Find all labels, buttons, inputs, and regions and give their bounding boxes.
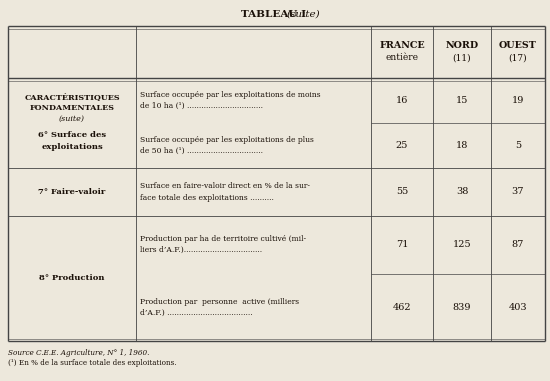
Text: Surface occupée par les exploitations de plus: Surface occupée par les exploitations de… [140, 136, 314, 144]
Text: 16: 16 [396, 96, 408, 105]
Text: 55: 55 [396, 187, 408, 197]
Text: Production par ha de territoire cultivé (mil-: Production par ha de territoire cultivé … [140, 235, 306, 243]
Text: entière: entière [386, 53, 419, 62]
Text: 38: 38 [456, 187, 468, 197]
Text: liers d’A.F.).................................: liers d’A.F.)...........................… [140, 246, 262, 254]
Text: (¹) En % de la surface totale des exploitations.: (¹) En % de la surface totale des exploi… [8, 359, 177, 367]
Text: TABLEAU I: TABLEAU I [241, 10, 309, 19]
Text: (suite): (suite) [59, 115, 85, 123]
Text: 37: 37 [512, 187, 524, 197]
Text: OUEST: OUEST [499, 42, 537, 51]
Text: 125: 125 [453, 240, 471, 249]
Text: (11): (11) [453, 53, 471, 62]
Text: exploitations: exploitations [41, 143, 103, 151]
Text: FRANCE: FRANCE [379, 42, 425, 51]
Text: 7° Faire-valoir: 7° Faire-valoir [39, 188, 106, 196]
Text: 8° Production: 8° Production [39, 274, 104, 282]
Text: de 50 ha (¹) ................................: de 50 ha (¹) ...........................… [140, 147, 263, 155]
Text: 19: 19 [512, 96, 524, 105]
Text: 18: 18 [456, 141, 468, 150]
Text: Source C.E.E. Agriculture, N° 1, 1960.: Source C.E.E. Agriculture, N° 1, 1960. [8, 349, 150, 357]
Text: 5: 5 [515, 141, 521, 150]
Text: face totale des exploitations ..........: face totale des exploitations .......... [140, 194, 274, 202]
Text: 71: 71 [396, 240, 408, 249]
Text: (suite): (suite) [286, 10, 320, 19]
Text: CARACTÉRISTIQUES: CARACTÉRISTIQUES [24, 93, 120, 101]
Text: NORD: NORD [446, 42, 478, 51]
Text: 462: 462 [393, 303, 411, 312]
Text: 87: 87 [512, 240, 524, 249]
Text: 6° Surface des: 6° Surface des [38, 131, 106, 139]
Text: Production par  personne  active (milliers: Production par personne active (milliers [140, 298, 299, 306]
Text: 403: 403 [509, 303, 527, 312]
Text: 839: 839 [453, 303, 471, 312]
Text: Surface occupée par les exploitations de moins: Surface occupée par les exploitations de… [140, 91, 321, 99]
Text: 25: 25 [396, 141, 408, 150]
Text: d’A.F.) ....................................: d’A.F.) ................................… [140, 309, 252, 317]
Text: de 10 ha (¹) ................................: de 10 ha (¹) ...........................… [140, 102, 263, 110]
Text: FONDAMENTALES: FONDAMENTALES [30, 104, 114, 112]
Text: Surface en faire-valoir direct en % de la sur-: Surface en faire-valoir direct en % de l… [140, 182, 310, 190]
Text: 15: 15 [456, 96, 468, 105]
Text: (17): (17) [509, 53, 527, 62]
